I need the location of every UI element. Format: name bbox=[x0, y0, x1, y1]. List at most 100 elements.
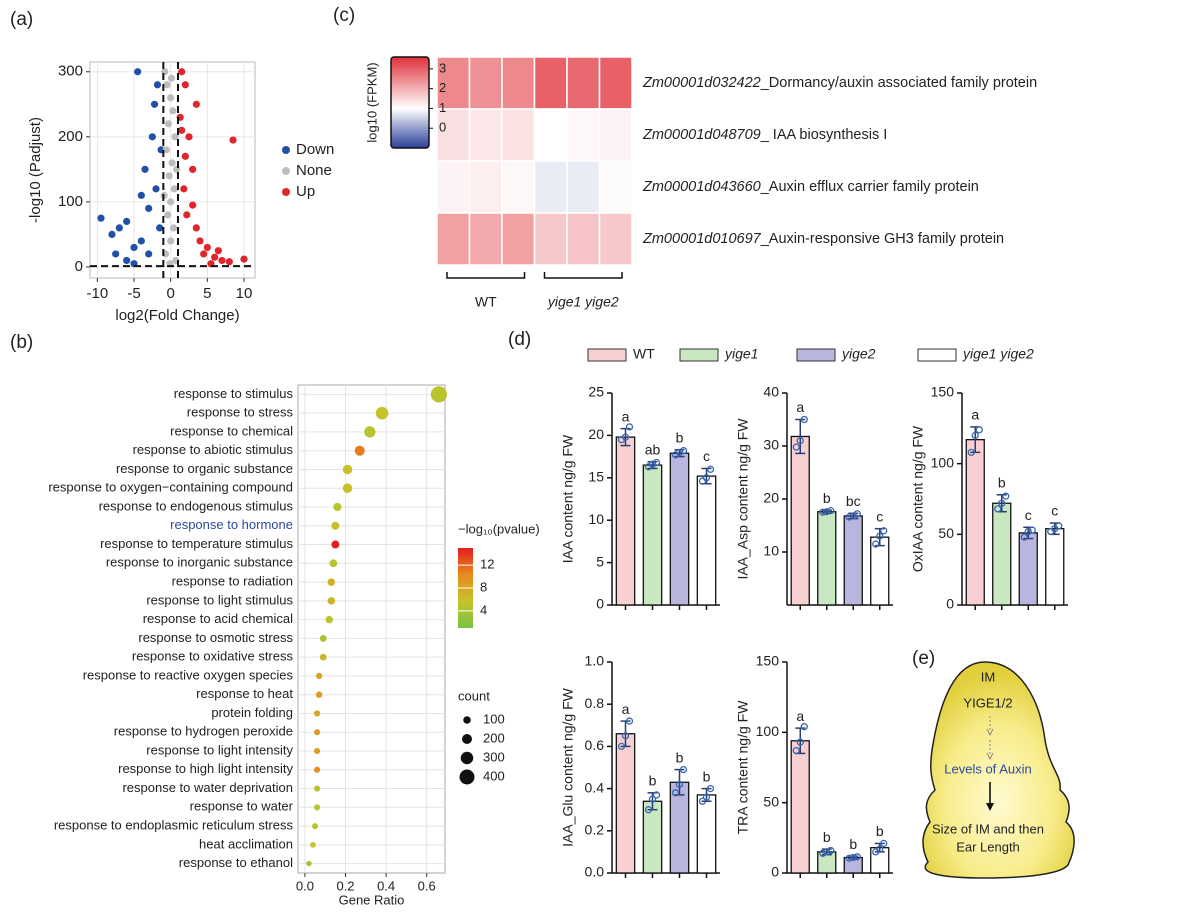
replicate-point bbox=[679, 765, 688, 774]
size-legend-marker bbox=[463, 716, 471, 724]
bar bbox=[615, 733, 636, 874]
y-axis-title: OxIAA content ng/g FW bbox=[910, 425, 926, 572]
replicate-point bbox=[880, 527, 888, 535]
point bbox=[170, 185, 178, 193]
y-tick-label: response to organic substance bbox=[116, 461, 293, 476]
point bbox=[172, 165, 181, 173]
replicate-point bbox=[827, 846, 835, 855]
y-tick-label: response to osmotic stress bbox=[138, 630, 293, 645]
group-label: WT bbox=[475, 294, 497, 310]
heat-cell bbox=[533, 212, 568, 266]
bar bbox=[1018, 532, 1038, 606]
replicate-point bbox=[975, 426, 983, 434]
diagram-label: YIGE1/2 bbox=[963, 695, 1012, 710]
heat-cell bbox=[501, 212, 536, 266]
dot bbox=[319, 634, 327, 642]
x-tick-label: 0.0 bbox=[296, 878, 314, 893]
y-tick-label: 10 bbox=[588, 511, 604, 527]
point bbox=[178, 68, 186, 76]
x-tick-label: -10 bbox=[86, 285, 108, 302]
x-tick-label: 0.4 bbox=[377, 878, 395, 893]
y-axis-title: TRA content ng/g FW bbox=[735, 700, 751, 835]
heat-cell bbox=[566, 212, 601, 266]
legend-label: yige2 bbox=[841, 346, 876, 362]
row-label: Zm00001d043660_Auxin efflux carrier fami… bbox=[642, 179, 979, 195]
heat-cell bbox=[598, 212, 633, 266]
replicate-point bbox=[617, 742, 626, 751]
legend-label: WT bbox=[633, 346, 655, 362]
bar bbox=[790, 740, 810, 874]
heat-cell bbox=[598, 160, 633, 214]
bar bbox=[790, 435, 810, 606]
point bbox=[153, 81, 162, 89]
dot bbox=[314, 729, 321, 736]
x-axis-title: log2(Fold Change) bbox=[115, 307, 239, 324]
legend-label: yige1 bbox=[724, 346, 758, 362]
point bbox=[141, 165, 149, 173]
size-legend-marker bbox=[460, 751, 474, 765]
legend-swatch bbox=[679, 348, 719, 362]
dot bbox=[333, 502, 342, 512]
panel-label: (c) bbox=[333, 5, 355, 26]
point bbox=[196, 237, 204, 245]
point bbox=[134, 68, 142, 76]
replicate-point bbox=[621, 433, 630, 441]
heat-cell bbox=[436, 108, 471, 162]
point bbox=[240, 255, 248, 263]
gene-id: Zm00001d048709 bbox=[642, 127, 761, 143]
row-label: Zm00001d048709_ IAA biosynthesis I bbox=[642, 127, 887, 143]
dot bbox=[329, 559, 338, 568]
dot bbox=[325, 615, 333, 624]
y-tick-label: 1.0 bbox=[585, 653, 605, 669]
y-tick-label: 100 bbox=[931, 454, 955, 470]
replicate-point bbox=[998, 499, 1006, 507]
replicate-point bbox=[679, 447, 688, 455]
point bbox=[200, 250, 208, 258]
legend-marker bbox=[282, 146, 290, 154]
x-tick-label: 5 bbox=[203, 285, 211, 302]
group-bracket bbox=[446, 272, 526, 279]
bar bbox=[615, 436, 636, 606]
heat-cell bbox=[501, 160, 536, 214]
x-axis-title: Gene Ratio bbox=[339, 892, 405, 907]
y-tick-label: 20 bbox=[588, 426, 604, 442]
size-legend-label: 400 bbox=[483, 768, 505, 783]
replicate-point bbox=[625, 423, 634, 431]
gene-description: _Dormancy/auxin associated family protei… bbox=[760, 75, 1037, 91]
point bbox=[167, 237, 175, 245]
point bbox=[185, 133, 193, 141]
replicate-point bbox=[827, 507, 835, 515]
heat-cell bbox=[533, 160, 568, 214]
point bbox=[108, 230, 116, 239]
replicate-point bbox=[675, 448, 684, 457]
legend-swatch bbox=[796, 348, 836, 362]
row-label: Zm00001d032422_Dormancy/auxin associated… bbox=[642, 75, 1037, 91]
y-tick-label: response to inorganic substance bbox=[106, 555, 293, 570]
significance-letter: b bbox=[676, 430, 684, 446]
legend-swatch bbox=[587, 348, 627, 362]
y-tick-label: response to hormone bbox=[170, 517, 293, 532]
replicate-point bbox=[625, 717, 634, 725]
dot bbox=[327, 597, 336, 605]
gene-id: Zm00001d010697 bbox=[642, 231, 762, 247]
point bbox=[97, 214, 105, 222]
point bbox=[180, 185, 188, 193]
point bbox=[165, 172, 173, 180]
dot bbox=[375, 406, 389, 420]
significance-letter: b bbox=[876, 823, 884, 839]
bar bbox=[870, 536, 890, 606]
y-tick-label: response to oxygen−containing compound bbox=[48, 480, 293, 495]
point bbox=[115, 224, 123, 232]
point bbox=[181, 81, 189, 89]
point bbox=[145, 250, 153, 258]
legend-title: −log₁₀(pvalue) bbox=[458, 521, 540, 536]
significance-letter: b bbox=[649, 773, 657, 789]
size-legend-marker bbox=[462, 734, 472, 744]
y-tick-label: 0.2 bbox=[585, 822, 605, 838]
y-tick-label: response to water deprivation bbox=[122, 780, 293, 795]
x-tick-label: 0.2 bbox=[336, 878, 354, 893]
bar bbox=[669, 781, 690, 874]
y-axis-title: IAA_Glu content ng/g FW bbox=[560, 687, 576, 847]
replicate-point bbox=[648, 460, 657, 468]
replicate-point bbox=[644, 806, 653, 814]
